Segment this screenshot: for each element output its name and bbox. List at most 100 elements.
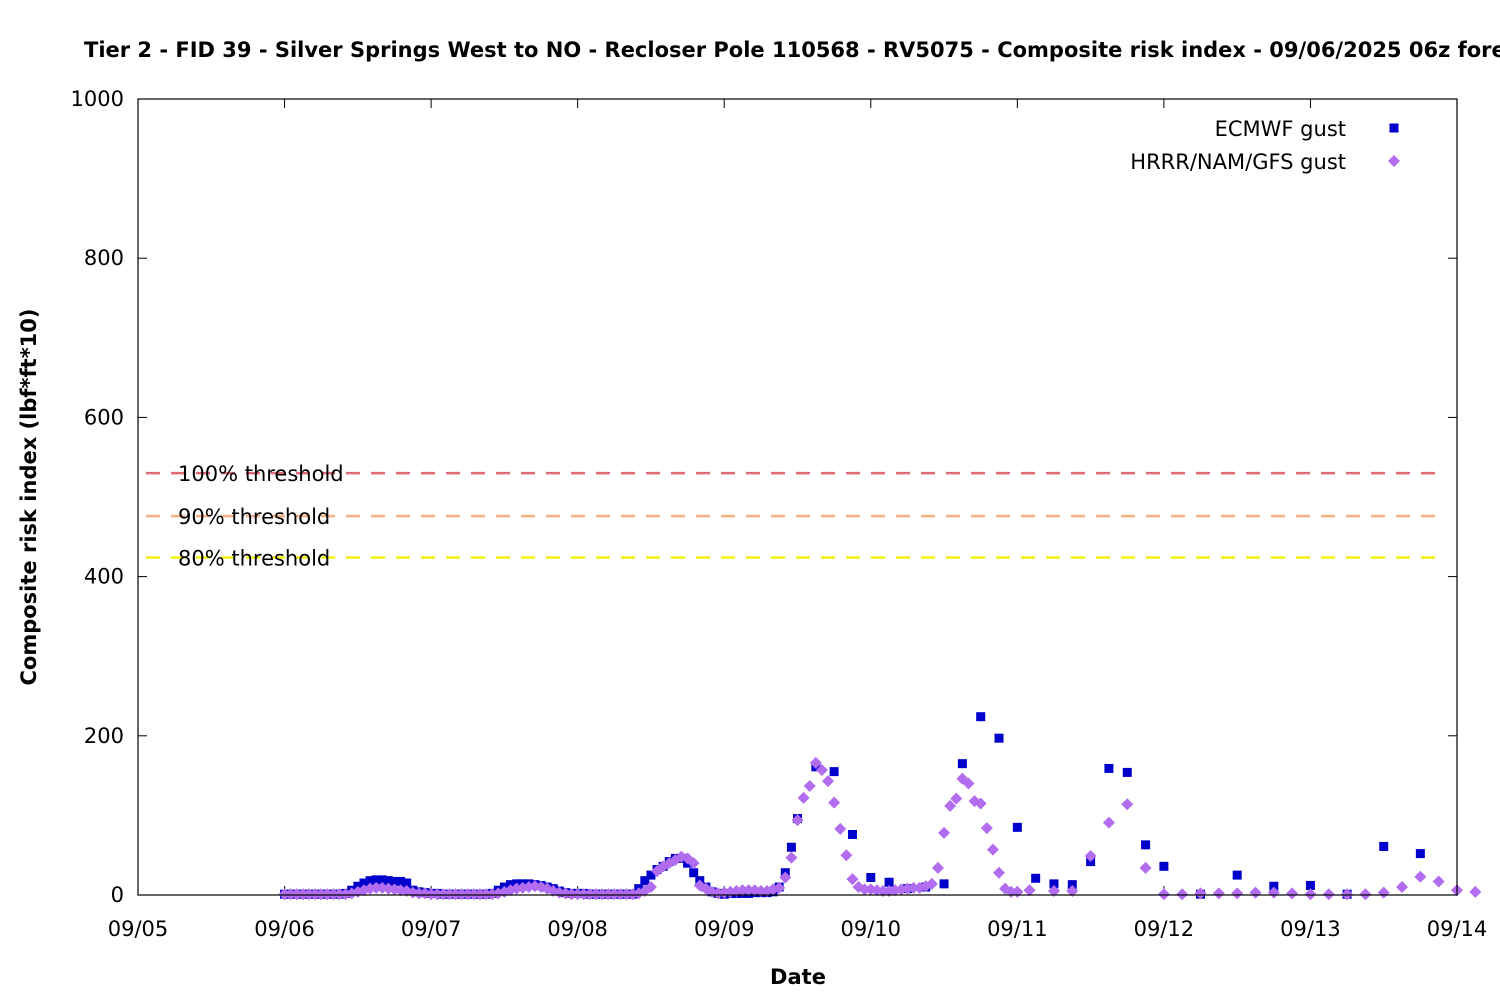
data-point-hrrr (309, 888, 322, 901)
data-point-hrrr (437, 888, 450, 901)
data-point-hrrr (1396, 881, 1409, 894)
data-point-hrrr (315, 888, 328, 901)
data-point-ecmwf (371, 875, 381, 885)
data-point-ecmwf (383, 876, 393, 886)
axis-ticks: 09/05 09/06 09/07 09/08 09/09 09/10 09/11 09/12… (71, 87, 1488, 941)
data-point-ecmwf (1104, 763, 1114, 773)
data-point-hrrr (1286, 887, 1299, 900)
data-point-hrrr (687, 857, 700, 870)
data-point-ecmwf (640, 876, 650, 886)
data-point-hrrr (1194, 887, 1207, 900)
data-point-hrrr (876, 885, 889, 898)
data-point-hrrr (822, 775, 835, 788)
x-tick-label: 09/13 (1280, 917, 1341, 941)
data-point-hrrr (1102, 816, 1115, 829)
data-point-ecmwf (359, 878, 369, 888)
data-point-hrrr (1212, 887, 1225, 900)
data-point-hrrr (425, 888, 438, 901)
data-point-hrrr (431, 888, 444, 901)
data-point-hrrr (803, 779, 816, 792)
y-axis-label: Composite risk index (lbf*ft*10) (17, 308, 41, 685)
data-point-ecmwf (646, 870, 656, 880)
data-point-hrrr (1066, 885, 1079, 898)
data-point-hrrr (993, 866, 1006, 879)
data-point-hrrr (846, 873, 859, 886)
chart-title: Tier 2 - FID 39 - Silver Springs West to… (84, 38, 1500, 62)
data-point-hrrr (602, 888, 615, 901)
data-points (278, 712, 1482, 901)
legend-marker-ecmwf (1389, 123, 1399, 133)
data-point-hrrr (1359, 888, 1372, 901)
x-tick-label: 09/12 (1134, 917, 1195, 941)
data-point-ecmwf (939, 879, 949, 889)
data-point-hrrr (1469, 885, 1482, 898)
data-point-hrrr (1084, 849, 1097, 862)
threshold-label: 90% threshold (178, 505, 330, 529)
data-point-hrrr (1341, 888, 1354, 901)
data-point-ecmwf (1232, 870, 1242, 880)
data-point-ecmwf (976, 712, 986, 722)
data-point-hrrr (962, 777, 975, 790)
legend: ECMWF gust HRRR/NAM/GFS gust (1130, 117, 1400, 174)
x-axis-label: Date (770, 965, 826, 989)
data-point-ecmwf (847, 830, 857, 840)
data-point-hrrr (907, 881, 920, 894)
data-point-hrrr (443, 888, 456, 901)
data-point-hrrr (931, 861, 944, 874)
data-point-ecmwf (994, 733, 1004, 743)
data-point-hrrr (986, 843, 999, 856)
data-point-hrrr (1139, 861, 1152, 874)
threshold-label: 80% threshold (178, 546, 330, 570)
data-point-hrrr (589, 888, 602, 901)
data-point-ecmwf (1122, 767, 1132, 777)
x-tick-label: 09/05 (108, 917, 169, 941)
data-point-hrrr (1322, 888, 1335, 901)
data-point-hrrr (1121, 798, 1134, 811)
data-point-ecmwf (1379, 841, 1389, 851)
legend-label: HRRR/NAM/GFS gust (1130, 150, 1346, 174)
data-point-hrrr (754, 885, 767, 898)
x-tick-label: 09/10 (841, 917, 902, 941)
data-point-hrrr (797, 791, 810, 804)
data-point-hrrr (858, 883, 871, 896)
data-point-hrrr (1432, 875, 1445, 888)
data-point-hrrr (583, 888, 596, 901)
data-point-hrrr (742, 884, 755, 897)
data-point-ecmwf (884, 877, 894, 887)
data-point-hrrr (321, 888, 334, 901)
x-tick-label: 09/08 (547, 917, 608, 941)
threshold-lines: 100% threshold 90% threshold 80% threshold (146, 462, 1445, 570)
x-tick-label: 09/06 (254, 917, 315, 941)
data-point-hrrr (467, 888, 480, 901)
data-point-hrrr (449, 888, 462, 901)
data-point-hrrr (608, 888, 621, 901)
data-point-hrrr (785, 851, 798, 864)
data-point-hrrr (1377, 886, 1390, 899)
data-point-ecmwf (365, 876, 375, 886)
y-tick-label: 1000 (71, 87, 124, 111)
x-tick-label: 09/14 (1427, 917, 1488, 941)
data-point-hrrr (571, 888, 584, 901)
x-tick-label: 09/11 (987, 917, 1048, 941)
series-hrrr-points (278, 756, 1482, 901)
data-point-hrrr (980, 822, 993, 835)
data-point-ecmwf (1305, 880, 1315, 890)
data-point-ecmwf (396, 876, 406, 886)
data-point-ecmwf (1159, 861, 1169, 871)
y-tick-label: 600 (84, 405, 124, 429)
threshold-label: 100% threshold (178, 462, 344, 486)
data-point-ecmwf (1012, 822, 1022, 832)
data-point-hrrr (614, 888, 627, 901)
y-tick-label: 800 (84, 246, 124, 270)
data-point-ecmwf (402, 878, 412, 888)
data-point-ecmwf (1141, 840, 1151, 850)
y-tick-label: 200 (84, 724, 124, 748)
data-point-ecmwf (377, 875, 387, 885)
data-point-hrrr (779, 871, 792, 884)
data-point-hrrr (290, 888, 303, 901)
x-tick-label: 09/07 (401, 917, 462, 941)
plot-border (137, 98, 1458, 896)
data-point-hrrr (1023, 884, 1036, 897)
data-point-ecmwf (689, 868, 699, 878)
